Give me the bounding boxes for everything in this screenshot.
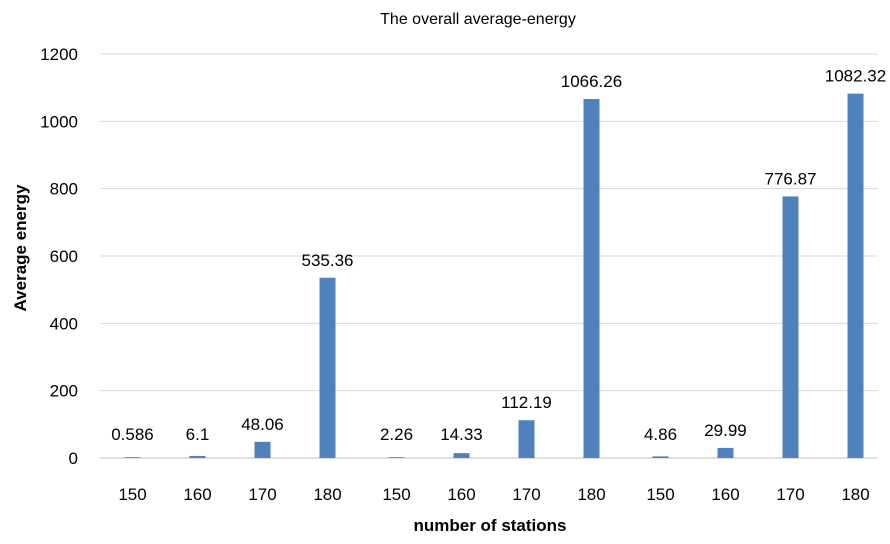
bar	[518, 420, 535, 458]
x-tick-label: 180	[313, 485, 341, 504]
bar	[388, 457, 405, 458]
y-axis-title: Average energy	[11, 184, 30, 311]
bar	[453, 453, 470, 458]
x-axis-ticks: 150 160 170 180 150 160 170 180 150 160 170 180	[118, 485, 869, 504]
y-tick-label: 1200	[40, 45, 78, 64]
x-axis-title: number of stations	[413, 516, 566, 535]
bar	[717, 447, 734, 458]
chart-title: The overall average-energy	[380, 11, 576, 28]
bars	[124, 93, 864, 459]
bar	[583, 99, 600, 458]
x-tick-label: 170	[776, 485, 804, 504]
x-tick-label: 160	[447, 485, 475, 504]
bar	[189, 455, 206, 458]
x-tick-label: 180	[841, 485, 869, 504]
bar	[319, 277, 336, 458]
x-tick-label: 180	[577, 485, 605, 504]
y-tick-label: 800	[50, 180, 78, 199]
y-tick-label: 400	[50, 314, 78, 333]
data-label: 1066.26	[561, 72, 622, 91]
data-label: 776.87	[765, 169, 817, 188]
x-tick-label: 150	[118, 485, 146, 504]
data-label: 29.99	[704, 421, 747, 440]
data-label: 4.86	[644, 425, 677, 444]
bar	[652, 456, 669, 458]
bar	[254, 441, 271, 458]
bar	[782, 196, 799, 458]
y-tick-label: 600	[50, 247, 78, 266]
y-axis-ticks: 0 200 400 600 800 1000 1200	[40, 45, 78, 468]
data-label: 48.06	[241, 415, 284, 434]
y-tick-label: 200	[50, 382, 78, 401]
x-tick-label: 160	[183, 485, 211, 504]
x-tick-label: 170	[512, 485, 540, 504]
data-labels: 0.586 6.1 48.06 535.36 2.26 14.33 112.19 1066.2…	[111, 67, 886, 444]
gridlines	[100, 53, 878, 459]
x-tick-label: 170	[248, 485, 276, 504]
x-tick-label: 150	[646, 485, 674, 504]
data-label: 112.19	[501, 393, 552, 412]
y-tick-label: 1000	[40, 112, 78, 131]
data-label: 1082.32	[825, 67, 886, 86]
data-label: 6.1	[186, 425, 210, 444]
bar	[124, 457, 141, 458]
data-label: 14.33	[440, 425, 483, 444]
x-tick-label: 160	[711, 485, 739, 504]
data-label: 2.26	[380, 425, 413, 444]
x-tick-label: 150	[382, 485, 410, 504]
data-label: 0.586	[111, 425, 154, 444]
bar	[847, 93, 864, 459]
y-tick-label: 0	[69, 449, 78, 468]
data-label: 535.36	[302, 251, 354, 270]
